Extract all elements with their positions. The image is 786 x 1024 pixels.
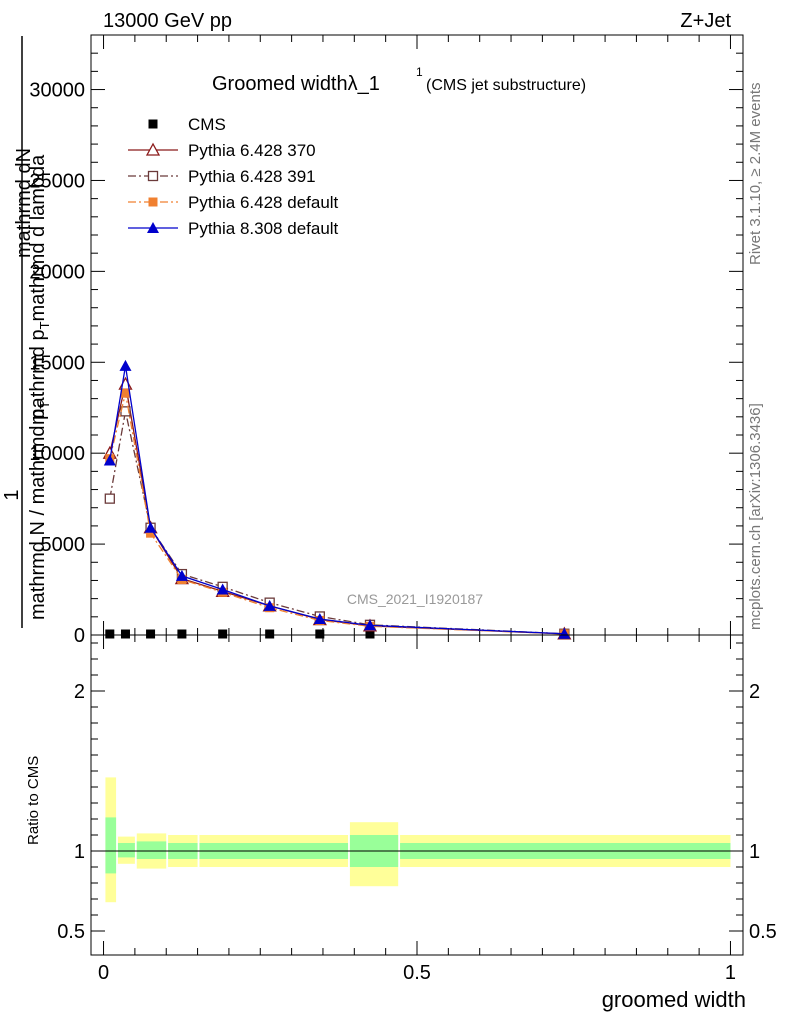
data-point xyxy=(558,627,571,639)
ratio-plot-frame xyxy=(90,634,744,956)
ratio-y-tick-label: 0.5 xyxy=(57,921,85,943)
main-y-tick-label: 15000 xyxy=(29,352,85,374)
energy-label: 13000 GeV pp xyxy=(103,10,232,32)
data-point xyxy=(144,521,157,533)
legend-marker xyxy=(148,197,158,207)
x-tick-label: 1 xyxy=(725,962,736,984)
data-point xyxy=(263,599,276,611)
legend-label: Pythia 8.308 default xyxy=(188,219,339,238)
series-3 xyxy=(105,388,569,639)
series-1 xyxy=(102,376,572,640)
data-point xyxy=(146,528,156,538)
main-y-ticks: 0 5000 10000 15000 20000 25000 30000 xyxy=(29,52,743,647)
legend-marker xyxy=(148,119,158,129)
legend-marker xyxy=(147,170,159,182)
legend-label: CMS xyxy=(188,115,226,134)
data-point xyxy=(175,569,188,581)
series-0 xyxy=(105,629,375,639)
process-label: Z+Jet xyxy=(680,10,731,32)
series-line xyxy=(109,365,565,635)
chart-title-superscript: 1 xyxy=(416,65,423,79)
ratio-y-axis-label: Ratio to CMS xyxy=(25,756,42,845)
data-point xyxy=(313,613,326,624)
ratio-y-tick-label-right: 1 xyxy=(749,841,760,863)
mcplots-label: mcplots.cern.ch [arXiv:1306.3436] xyxy=(747,403,764,630)
legend: CMS Pythia 6.428 370 Pythia 6.428 391 Pythi… xyxy=(128,115,339,238)
legend-marker xyxy=(147,222,159,233)
legend-marker xyxy=(145,142,161,156)
legend-label: Pythia 6.428 370 xyxy=(188,141,316,160)
data-point xyxy=(315,629,325,639)
x-axis-label: groomed width xyxy=(602,987,746,1012)
ylabel-denominator: mathrmd N / mathrmd pT xyxy=(27,401,52,620)
data-point xyxy=(119,359,132,371)
series-2 xyxy=(104,406,570,639)
data-point xyxy=(216,583,229,595)
ratio-inner-band xyxy=(136,841,167,859)
series-line xyxy=(109,383,565,635)
ratio-y-tick-label-right: 0.5 xyxy=(749,921,777,943)
ratio-y-tick-label: 1 xyxy=(74,841,85,863)
x-tick-label: 0 xyxy=(98,962,109,984)
ylabel-one: 1 xyxy=(1,489,23,500)
analysis-watermark: CMS_2021_I1920187 xyxy=(347,591,483,607)
data-point xyxy=(105,629,115,639)
main-y-tick-label: 10000 xyxy=(29,443,85,465)
ratio-ticks: 0.5 0.5 1 1 2 2 0 0.5 1 xyxy=(57,635,777,984)
data-point xyxy=(363,619,376,631)
rivet-version-label: Rivet 3.1.10, ≥ 2.4M events xyxy=(747,83,764,266)
data-point xyxy=(146,629,156,639)
series-layer xyxy=(102,359,572,640)
data-point xyxy=(265,629,275,639)
main-y-tick-label: 25000 xyxy=(29,170,85,192)
series-line xyxy=(109,393,565,635)
main-y-tick-label: 5000 xyxy=(41,534,86,556)
data-point xyxy=(218,629,228,639)
data-point xyxy=(120,388,130,398)
legend-label: Pythia 6.428 391 xyxy=(188,167,316,186)
ratio-y-tick-label: 2 xyxy=(74,681,85,703)
chart-title: Groomed widthλ_1 xyxy=(212,73,380,95)
data-point xyxy=(365,629,375,639)
main-y-tick-label: 0 xyxy=(74,625,85,647)
ratio-inner-band xyxy=(117,843,135,858)
data-point xyxy=(177,629,187,639)
series-4 xyxy=(103,359,571,639)
ratio-inner-band xyxy=(105,817,117,874)
main-y-axis-label: 1 mathrmd N / mathrmd pT mathrmd dN math… xyxy=(1,36,52,628)
ylabel-numerator-2: mathrmd pTmathrmd d lambda xyxy=(27,154,52,425)
ratio-bands xyxy=(103,777,731,903)
main-y-tick-label: 20000 xyxy=(29,261,85,283)
data-point xyxy=(103,454,116,466)
x-tick-label: 0.5 xyxy=(403,962,431,984)
data-point xyxy=(120,629,130,639)
data-point xyxy=(104,493,115,504)
main-y-tick-label: 30000 xyxy=(29,80,85,102)
ylabel-numerator-1: mathrmd dN xyxy=(13,148,35,258)
series-line xyxy=(109,411,565,635)
legend-label: Pythia 6.428 default xyxy=(188,193,339,212)
ratio-y-tick-label-right: 2 xyxy=(749,681,760,703)
chart-subtitle: (CMS jet substructure) xyxy=(426,77,586,94)
